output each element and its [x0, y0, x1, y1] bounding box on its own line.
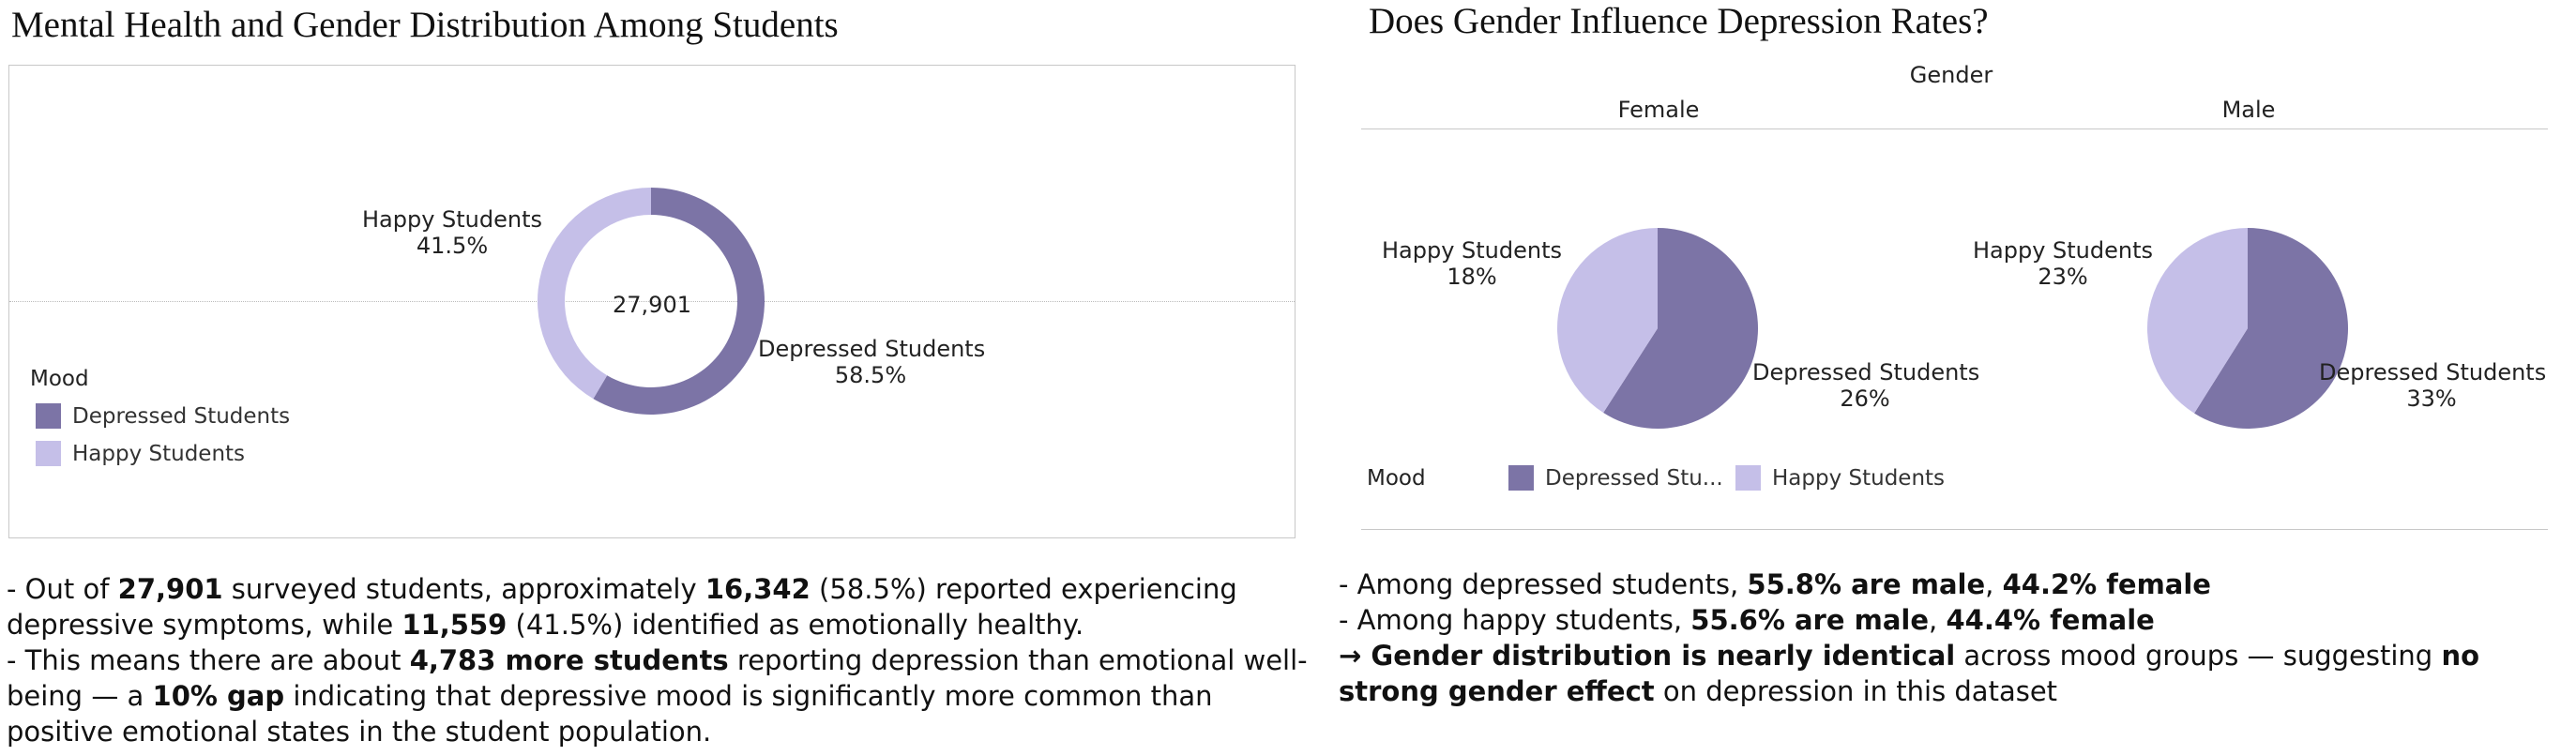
right-note-emphasis: 55.8% are male — [1747, 568, 1986, 600]
left-note-paragraph: - This means there are about 4,783 more … — [7, 644, 1308, 748]
left-note-emphasis: 4,783 more students — [409, 644, 729, 676]
female-label-depressed-value: 26% — [1840, 386, 1890, 412]
right-note-paragraph: - Among depressed students, 55.8% are ma… — [1339, 568, 2211, 600]
left-note-emphasis: 11,559 — [402, 609, 508, 641]
male-label-depressed-value: 33% — [2406, 386, 2457, 412]
right-legend-depressed[interactable]: Depressed Stu... — [1508, 465, 1723, 491]
donut-chart-frame — [8, 65, 1296, 538]
legend-swatch-depressed — [1508, 465, 1534, 491]
male-label-happy-value: 23% — [2038, 264, 2088, 290]
right-note-paragraph: → Gender distribution is nearly identica… — [1339, 640, 2480, 707]
legend-swatch-happy — [36, 441, 61, 466]
axis-guideline — [9, 301, 1295, 302]
facet-header-female: Female — [1617, 97, 1700, 123]
male-label-happy: Happy Students 23% — [1965, 237, 2160, 290]
left-note-emphasis: 16,342 — [705, 573, 811, 605]
left-note-emphasis: 27,901 — [117, 573, 223, 605]
legend-swatch-depressed — [36, 403, 61, 429]
female-label-depressed: Depressed Students 26% — [1752, 359, 1980, 412]
donut-label-happy-value: 41.5% — [416, 233, 489, 259]
donut-label-depressed-category: Depressed Students — [758, 336, 986, 362]
donut-slice-depressed[interactable] — [593, 188, 765, 415]
right-note-emphasis: → Gender distribution is nearly identica… — [1339, 640, 1956, 672]
legend-swatch-happy — [1735, 465, 1761, 491]
left-legend-depressed-label: Depressed Students — [72, 403, 291, 429]
donut-label-happy-category: Happy Students — [361, 206, 543, 233]
left-note-emphasis: 10% gap — [152, 680, 285, 712]
left-legend-title: Mood — [30, 367, 89, 391]
female-label-happy-value: 18% — [1447, 264, 1497, 290]
male-pie-slice-happy[interactable] — [2147, 228, 2248, 414]
left-notes: - Out of 27,901 surveyed students, appro… — [7, 571, 1315, 749]
facet-header-gender: Gender — [1909, 62, 1993, 88]
female-label-happy-category: Happy Students — [1381, 237, 1563, 264]
right-chart-title: Does Gender Influence Depression Rates? — [1369, 1, 1989, 41]
facet-header-male: Male — [2221, 97, 2276, 123]
right-legend-title: Mood — [1367, 466, 1426, 491]
female-pie-slice-depressed[interactable] — [1603, 228, 1759, 430]
donut-label-happy: Happy Students 41.5% — [356, 206, 548, 259]
male-pie-slice-depressed[interactable] — [2194, 228, 2348, 429]
right-note-emphasis: 44.2% female — [2002, 568, 2211, 600]
female-pie-slice-happy[interactable] — [1557, 228, 1658, 414]
right-note-emphasis: no strong gender effect — [1339, 640, 2480, 707]
male-label-depressed: Depressed Students 33% — [2319, 359, 2547, 412]
left-legend-depressed[interactable]: Depressed Students — [36, 403, 290, 429]
male-label-happy-category: Happy Students — [1972, 237, 2154, 264]
right-panel-rule — [1361, 529, 2548, 530]
donut-label-depressed: Depressed Students 58.5% — [758, 336, 986, 388]
donut-center-label: 27,901 — [613, 292, 691, 318]
right-legend-happy-label: Happy Students — [1772, 465, 1946, 491]
left-legend-happy-label: Happy Students — [72, 441, 246, 466]
female-label-happy: Happy Students 18% — [1374, 237, 1569, 290]
right-note-paragraph: - Among happy students, 55.6% are male, … — [1339, 604, 2155, 636]
right-note-emphasis: 55.6% are male — [1690, 604, 1930, 636]
donut-label-depressed-value: 58.5% — [834, 362, 907, 388]
right-legend-depressed-label: Depressed Stu... — [1545, 465, 1723, 491]
right-legend-happy[interactable]: Happy Students — [1735, 465, 1945, 491]
female-label-depressed-category: Depressed Students — [1752, 359, 1980, 386]
donut-slice-happy[interactable] — [538, 187, 651, 400]
right-note-emphasis: 44.4% female — [1946, 604, 2155, 636]
male-label-depressed-category: Depressed Students — [2319, 359, 2547, 386]
right-notes: - Among depressed students, 55.8% are ma… — [1339, 567, 2568, 709]
left-note-paragraph: - Out of 27,901 surveyed students, appro… — [7, 573, 1237, 641]
left-legend-happy[interactable]: Happy Students — [36, 441, 245, 466]
left-chart-title: Mental Health and Gender Distribution Am… — [11, 5, 839, 45]
